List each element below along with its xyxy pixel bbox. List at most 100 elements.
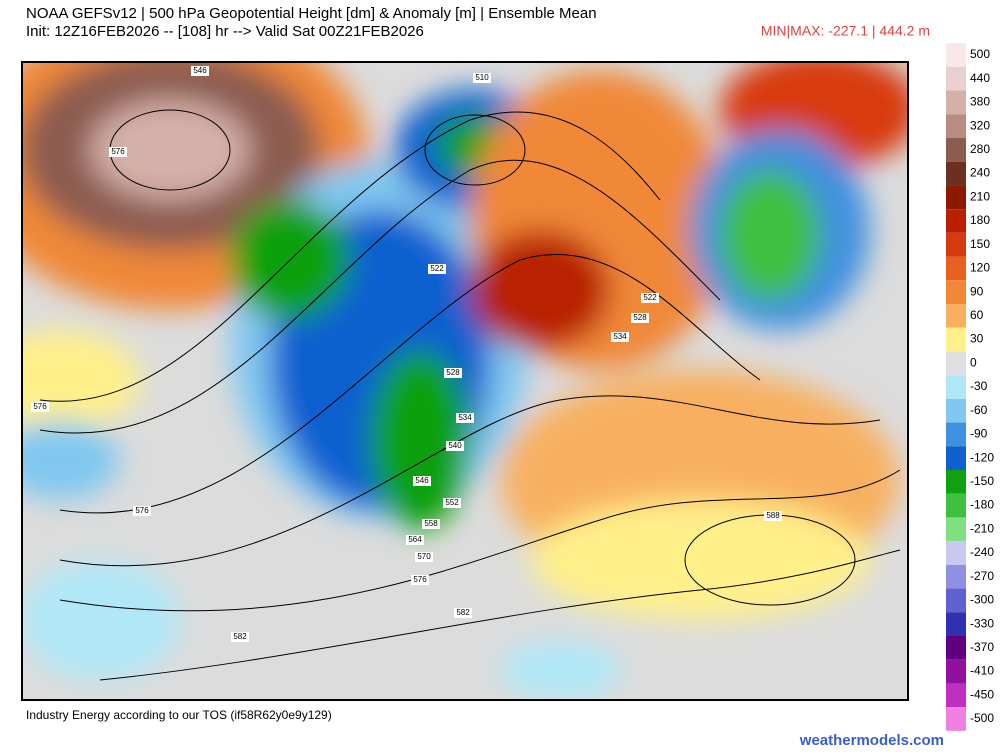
colorbar-swatch [946, 422, 966, 447]
contour-label-box [413, 476, 431, 486]
colorbar-label: -270 [970, 569, 994, 583]
colorbar-swatch [946, 375, 966, 399]
colorbar-swatch [946, 280, 966, 304]
colorbar-label: -330 [970, 616, 994, 630]
contour-label-box [641, 293, 659, 303]
minmax: MIN|MAX: -227.1 | 444.2 m [761, 23, 930, 39]
contour-label-box [411, 575, 429, 585]
map-frame [21, 61, 909, 701]
contour-label-box [231, 632, 249, 642]
contour-label: 528 [633, 313, 647, 322]
colorbar-label: 320 [970, 118, 990, 132]
contour-label: 534 [458, 413, 472, 422]
contour-label-box [422, 519, 440, 529]
height-contours [39, 109, 901, 681]
contour-label: 576 [33, 402, 47, 411]
contour-label: 564 [408, 535, 422, 544]
contour-label-box [454, 608, 472, 618]
contour-label-box [406, 535, 424, 545]
colorbar-swatch [946, 493, 966, 518]
colorbar-label: 240 [970, 166, 990, 180]
colorbar-label: -300 [970, 593, 994, 607]
colorbar-swatch [946, 588, 966, 613]
colorbar-label: 500 [970, 47, 990, 61]
contour-label-box [446, 441, 464, 451]
contour-label: 534 [613, 332, 627, 341]
colorbar-swatch [946, 659, 966, 684]
contour-label: 546 [415, 476, 429, 485]
subtitle: Init: 12Z16FEB2026 -- [108] hr --> Valid… [26, 23, 424, 40]
colorbar-swatch [946, 446, 966, 470]
contour-label: 582 [456, 608, 470, 617]
contour-label-box [428, 264, 446, 274]
map [22, 62, 908, 700]
colorbar-label: -370 [970, 640, 994, 654]
contour-label-box [473, 73, 491, 83]
colorbar-swatch [946, 351, 966, 376]
colorbar-label: 30 [970, 332, 984, 346]
colorbar-swatch [946, 185, 966, 210]
contour-label-box [443, 498, 461, 508]
contour-label-box [456, 413, 474, 423]
colorbar-swatch [946, 138, 966, 162]
colorbar-swatch [946, 683, 966, 708]
contour-label-box [444, 368, 462, 378]
contour-label: 576 [413, 575, 427, 584]
colorbar-label: 440 [970, 71, 990, 85]
colorbar-swatch [946, 612, 966, 636]
colorbar-swatch [946, 541, 966, 565]
colorbar-label: -120 [970, 450, 994, 464]
colorbar-label: -210 [970, 521, 994, 535]
colorbar-label: -180 [970, 498, 994, 512]
contour-label: 510 [475, 73, 489, 82]
colorbar-swatch [946, 304, 966, 328]
colorbar-swatch [946, 564, 966, 589]
colorbar-label: 380 [970, 95, 990, 109]
contour-label: 552 [445, 498, 459, 507]
colorbar-swatch [946, 232, 966, 257]
anomaly-field [22, 62, 908, 700]
colorbar-label: -90 [970, 427, 988, 441]
colorbar-label: 150 [970, 237, 990, 251]
colorbar-swatch [946, 256, 966, 281]
contour-label: 582 [233, 632, 247, 641]
contour-label: 576 [111, 147, 125, 156]
colorbar-swatch [946, 43, 966, 67]
contour-label-box [631, 313, 649, 323]
colorbar-label: -150 [970, 474, 994, 488]
contour-label: 522 [430, 264, 444, 273]
colorbar-label: -410 [970, 664, 994, 678]
colorbar-label: 180 [970, 213, 990, 227]
colorbar-swatch [946, 66, 966, 91]
colorbar-label: 210 [970, 189, 990, 203]
colorbar-swatch [946, 517, 966, 542]
colorbar-swatch [946, 636, 966, 660]
contour-label: 546 [193, 66, 207, 75]
colorbar-swatch [946, 114, 966, 138]
title: NOAA GEFSv12 | 500 hPa Geopotential Heig… [26, 5, 597, 22]
contour-label-box [109, 147, 127, 157]
contour-label: 588 [766, 511, 780, 520]
colorbar-label: 60 [970, 308, 984, 322]
contour-label-box [31, 402, 49, 412]
footer-note: Industry Energy according to our TOS (if… [26, 708, 332, 722]
contour-label-box [764, 511, 782, 521]
colorbar-swatch [946, 327, 966, 352]
colorbar-label: 0 [970, 355, 977, 369]
watermark: weathermodels.com [799, 732, 944, 749]
colorbar-label: 90 [970, 284, 984, 298]
contour-label-box [611, 332, 629, 342]
contour-label-box [415, 552, 433, 562]
colorbar-label: -240 [970, 545, 994, 559]
contour-label: 540 [448, 441, 462, 450]
contour-label-box [191, 66, 209, 76]
colorbar-label: -60 [970, 403, 988, 417]
colorbar-swatch [946, 90, 966, 115]
contour-label: 522 [643, 293, 657, 302]
colorbar-swatch [946, 161, 966, 186]
contour-label: 558 [424, 519, 438, 528]
colorbar-swatch [946, 209, 966, 233]
contour-label-box [133, 506, 151, 516]
colorbar-label: -450 [970, 687, 994, 701]
